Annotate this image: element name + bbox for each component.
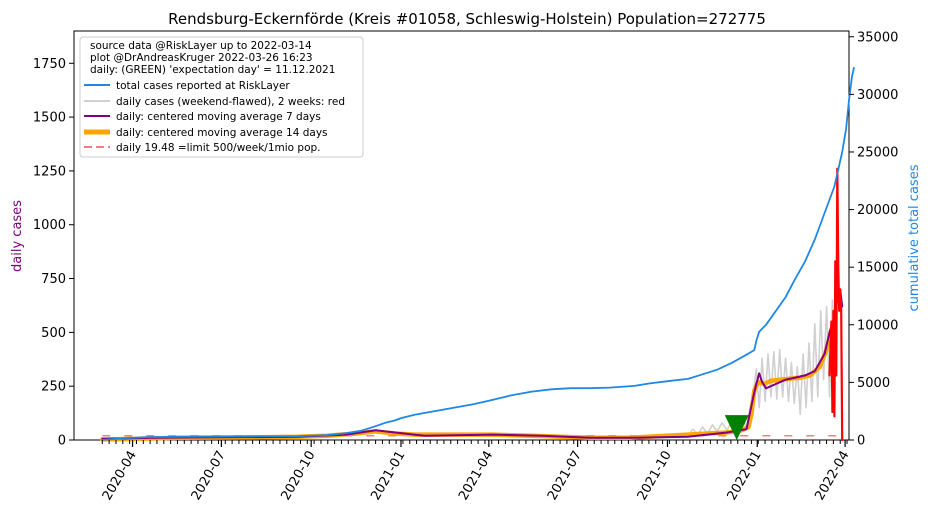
right-tick-label: 0 <box>857 434 865 449</box>
chart-title: Rendsburg-Eckernförde (Kreis #01058, Sch… <box>168 10 766 28</box>
x-axis: 2020-04 2020-07 2020-10 2021-01 2021-04 2021-… <box>100 440 853 503</box>
left-tick-label: 1250 <box>33 164 66 179</box>
legend-header-line: daily: (GREEN) 'expectation day' = 11.12… <box>90 64 335 76</box>
x-tick-label: 2021-07 <box>545 449 585 504</box>
legend-label-ma14: daily: centered moving average 14 days <box>116 127 328 139</box>
left-tick-label: 1500 <box>33 111 66 126</box>
x-tick-label: 2020-07 <box>189 449 229 504</box>
left-tick-label: 750 <box>41 272 66 287</box>
right-tick-label: 25000 <box>857 145 898 160</box>
x-tick-label: 2022-04 <box>812 449 852 504</box>
right-axis-label: cumulative total cases <box>907 164 922 311</box>
right-tick-label: 10000 <box>857 318 898 333</box>
legend-label-limit: daily 19.48 =limit 500/week/1mio pop. <box>116 142 321 154</box>
legend-label-daily: daily cases (weekend-flawed), 2 weeks: r… <box>116 96 345 108</box>
left-axis-label: daily cases <box>10 200 25 272</box>
right-tick-label: 30000 <box>857 88 898 103</box>
left-tick-label: 0 <box>58 434 66 449</box>
legend-label-ma7: daily: centered moving average 7 days <box>116 111 321 123</box>
x-tick-label: 2021-01 <box>368 449 408 504</box>
left-y-axis: 0 250 500 750 1000 1250 1500 1750 <box>33 57 74 449</box>
x-tick-label: 2020-04 <box>100 449 140 504</box>
series-line <box>828 167 844 442</box>
series-layer <box>100 67 855 442</box>
legend-header-line: plot @DrAndreasKruger 2022-03-26 16:23 <box>90 52 313 64</box>
right-tick-label: 20000 <box>857 203 898 218</box>
legend-box <box>79 36 364 158</box>
x-tick-label: 2021-04 <box>456 449 496 504</box>
right-tick-label: 5000 <box>857 376 890 391</box>
legend-header-line: source data @RiskLayer up to 2022-03-14 <box>90 40 312 52</box>
right-y-axis: 0 5000 10000 15000 20000 25000 30000 35000 <box>849 30 898 449</box>
expectation-day-marker <box>724 415 749 441</box>
right-tick-label: 15000 <box>857 261 898 276</box>
x-tick-label: 2021-10 <box>635 449 675 504</box>
x-tick-label: 2022-01 <box>725 449 765 504</box>
x-tick-label: 2020-10 <box>278 449 318 504</box>
left-tick-label: 500 <box>41 326 66 341</box>
series-line <box>687 299 837 437</box>
legend-label-total: total cases reported at RiskLayer <box>116 80 290 92</box>
left-tick-label: 1750 <box>33 57 66 72</box>
legend: source data @RiskLayer up to 2022-03-14 … <box>79 36 364 158</box>
right-tick-label: 35000 <box>857 30 898 45</box>
series-line <box>101 67 855 441</box>
left-tick-label: 1000 <box>33 218 66 233</box>
left-tick-label: 250 <box>41 380 66 395</box>
series-line <box>101 288 844 440</box>
